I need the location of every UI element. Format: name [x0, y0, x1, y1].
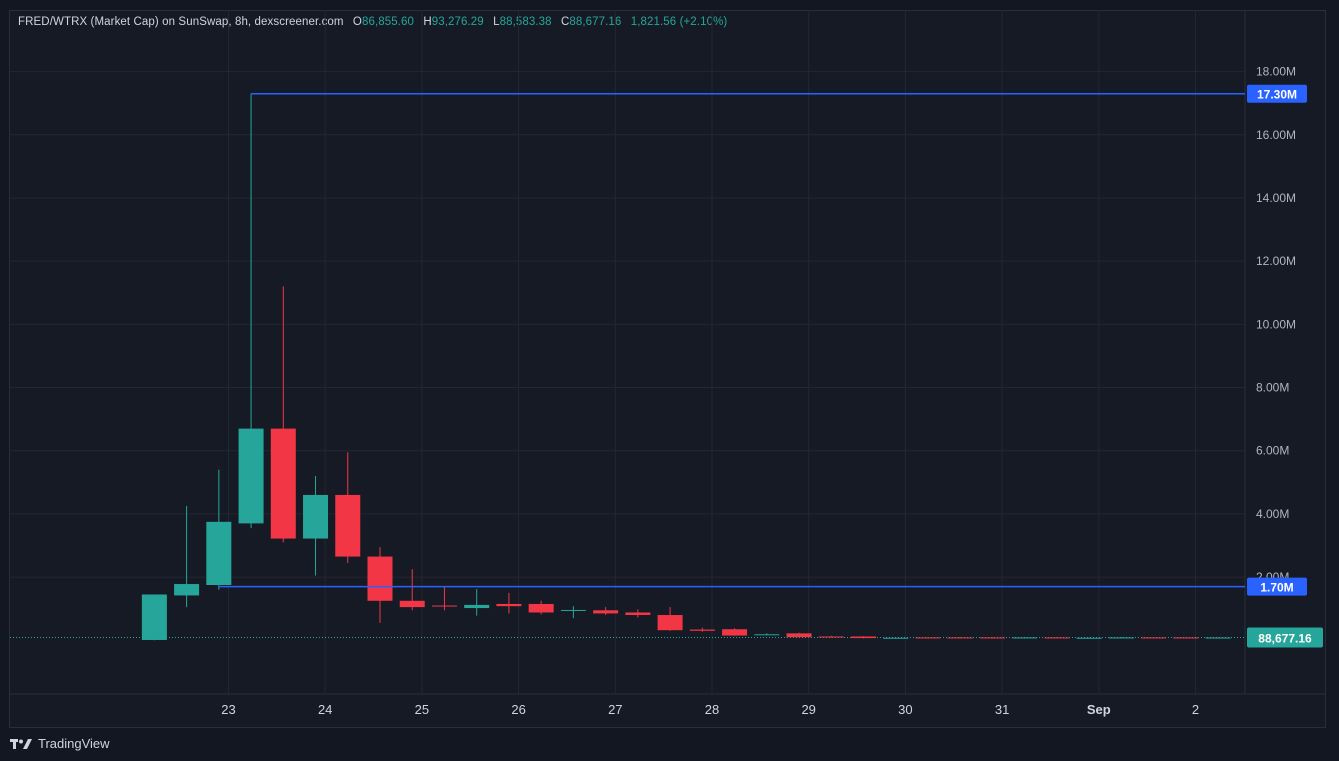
horizontal-line-price-label: 1.70M: [1260, 581, 1293, 595]
x-tick-label: 23: [221, 702, 235, 717]
horizontal-line-price-tag: [1247, 577, 1307, 596]
candle-body: [528, 603, 554, 613]
candle-body: [174, 584, 200, 596]
high-label: H: [423, 16, 432, 28]
high-value: 93,276.29: [431, 16, 484, 28]
last-price-tag: [1247, 627, 1323, 648]
x-tick-label: 24: [318, 702, 332, 717]
candle-body: [1012, 637, 1038, 639]
candle-body: [722, 629, 748, 636]
tradingview-branding[interactable]: TradingView: [10, 736, 110, 751]
candle-body: [1076, 637, 1102, 639]
candle-body: [979, 637, 1005, 639]
candle-body: [431, 605, 457, 607]
y-tick-label: 18.00M: [1256, 65, 1296, 79]
x-tick-label: Sep: [1087, 702, 1111, 717]
candle-body: [238, 428, 264, 524]
candle-body: [850, 636, 876, 639]
candle-body: [464, 604, 490, 609]
candle-body: [399, 600, 425, 608]
candle-body: [1108, 637, 1134, 639]
candle-body: [1141, 637, 1167, 639]
tradingview-logo-icon: [10, 738, 32, 749]
candle-body: [303, 494, 329, 539]
last-price-label: 88,677.16: [1258, 631, 1312, 645]
candle-body: [689, 629, 715, 631]
candle-body: [1173, 637, 1199, 639]
y-tick-label: 8.00M: [1256, 381, 1289, 395]
x-tick-label: 28: [705, 702, 719, 717]
candle-body: [947, 637, 973, 639]
tradingview-brand: TradingView: [38, 736, 110, 751]
open-value: 86,855.60: [361, 16, 415, 28]
candle-body: [1205, 637, 1231, 639]
y-tick-label: 16.00M: [1256, 128, 1296, 142]
x-tick-label: 26: [511, 702, 525, 717]
y-tick-label: 4.00M: [1256, 507, 1289, 521]
candle-body: [625, 612, 651, 616]
candle-body: [206, 521, 232, 585]
x-tick-label: 31: [995, 702, 1009, 717]
candle-body: [593, 610, 619, 614]
x-tick-label: 29: [801, 702, 815, 717]
candle-body: [141, 594, 167, 640]
candle-body: [818, 636, 844, 638]
x-tick-label: 2: [1192, 702, 1199, 717]
horizontal-line-price-label: 17.30M: [1257, 88, 1297, 102]
candle-body: [754, 634, 780, 636]
x-tick-label: 25: [415, 702, 429, 717]
close-value: 88,677.16: [569, 16, 622, 28]
symbol-title: FRED/WTRX (Market Cap) on SunSwap, 8h, d…: [18, 16, 344, 28]
y-tick-label: 10.00M: [1256, 317, 1296, 331]
ohlc-legend: FRED/WTRX (Market Cap) on SunSwap, 8h, d…: [18, 16, 727, 28]
candle-body: [496, 603, 522, 607]
candle-body: [1044, 637, 1070, 639]
candle-body: [270, 428, 296, 539]
horizontal-line-price-tag: [1247, 84, 1307, 103]
candle-body: [883, 637, 909, 639]
change-value: 1,821.56 (+2.10%): [630, 16, 728, 28]
low-label: L: [493, 16, 500, 28]
open-label: O: [352, 16, 362, 28]
candle-body: [657, 615, 683, 631]
y-tick-label: 12.00M: [1256, 254, 1296, 268]
y-tick-label: 6.00M: [1256, 444, 1289, 458]
candle-body: [335, 494, 361, 557]
candle-body: [915, 637, 941, 639]
x-tick-label: 30: [898, 702, 912, 717]
low-value: 88,583.38: [499, 16, 552, 28]
candle-body: [560, 609, 586, 611]
x-tick-label: 27: [608, 702, 622, 717]
y-tick-label: 14.00M: [1256, 191, 1296, 205]
candle-body: [786, 633, 812, 638]
close-label: C: [560, 16, 570, 28]
candle-body: [367, 556, 393, 601]
